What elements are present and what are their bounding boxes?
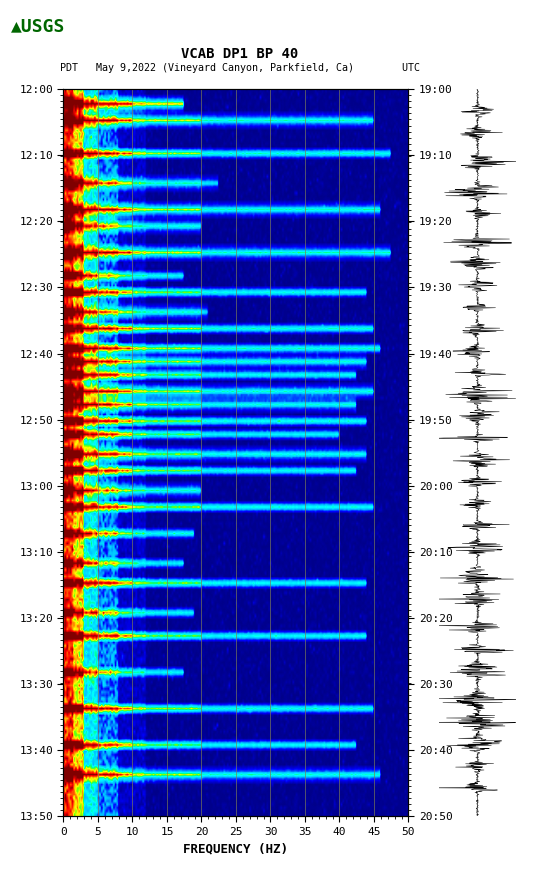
X-axis label: FREQUENCY (HZ): FREQUENCY (HZ) [183,842,289,855]
Text: VCAB DP1 BP 40: VCAB DP1 BP 40 [182,46,299,61]
Text: ▲USGS: ▲USGS [11,18,66,36]
Text: PDT   May 9,2022 (Vineyard Canyon, Parkfield, Ca)        UTC: PDT May 9,2022 (Vineyard Canyon, Parkfie… [60,62,420,73]
